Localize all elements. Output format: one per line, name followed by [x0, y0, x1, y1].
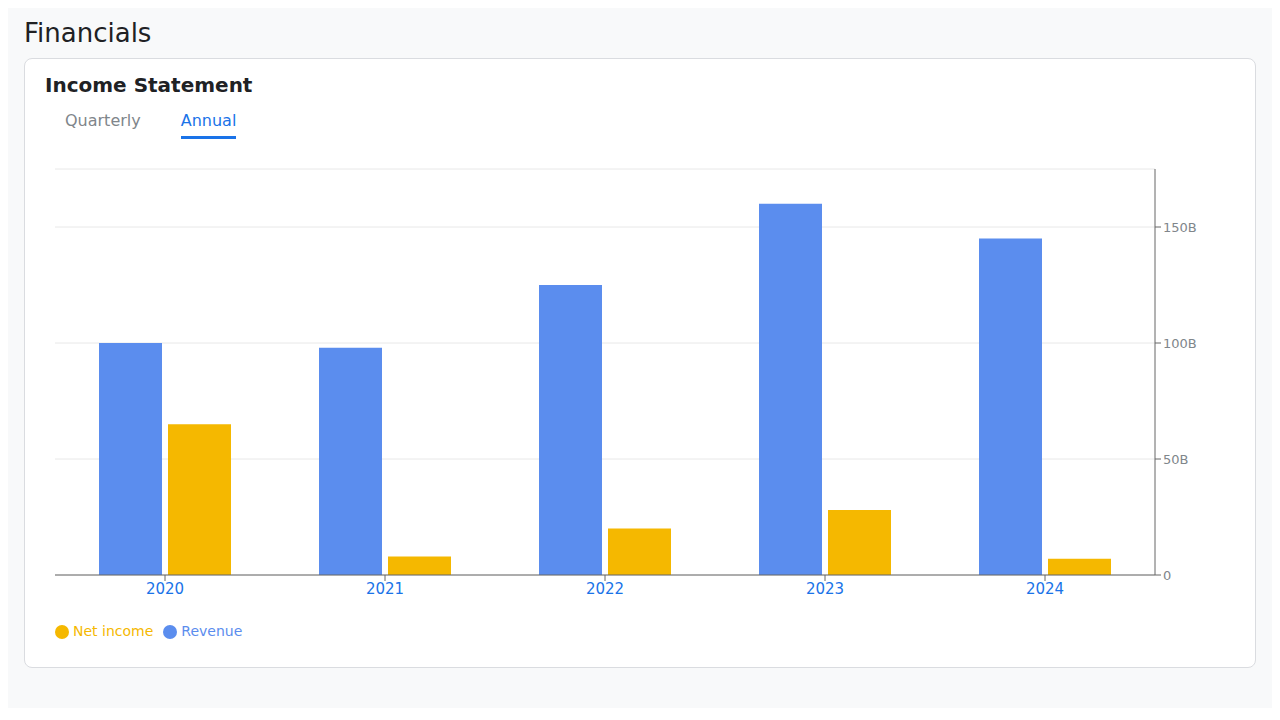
svg-text:2020: 2020: [146, 580, 184, 598]
svg-text:2021: 2021: [366, 580, 404, 598]
svg-text:150B: 150B: [1163, 220, 1197, 235]
html-text:Financials: Financials: [24, 18, 152, 48]
svg-text:2023: 2023: [806, 580, 844, 598]
html-text:Income Statement: Income Statement: [45, 73, 253, 97]
svg-text:2024: 2024: [1026, 580, 1064, 598]
html-text:Revenue: Revenue: [181, 623, 243, 639]
html-text:Annual: Annual: [180, 111, 237, 130]
html-text:Quarterly: Quarterly: [65, 111, 141, 130]
svg-text:0: 0: [1163, 568, 1171, 583]
html-text:Net income: Net income: [73, 623, 154, 639]
svg-text:100B: 100B: [1163, 336, 1197, 351]
svg-text:2022: 2022: [586, 580, 624, 598]
svg-text:50B: 50B: [1163, 452, 1188, 467]
